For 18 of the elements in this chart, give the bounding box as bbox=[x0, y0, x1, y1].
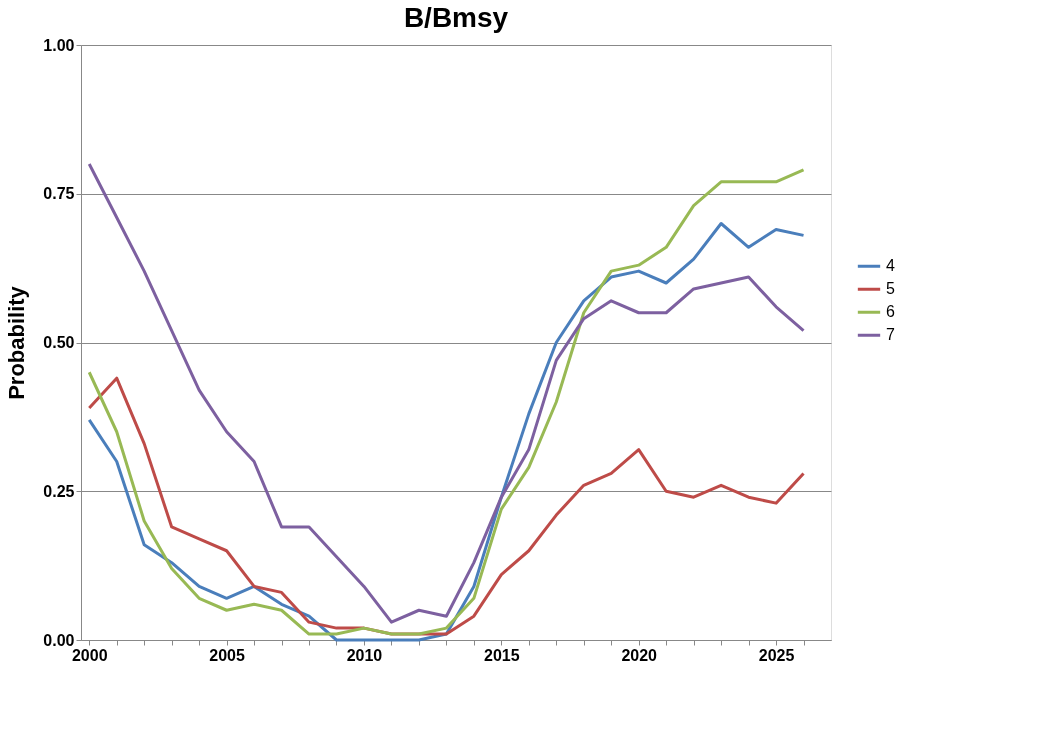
x-tick-label: 2005 bbox=[209, 646, 245, 664]
y-tick-label: 0.00 bbox=[43, 631, 75, 649]
x-tick-label: 2015 bbox=[484, 646, 520, 664]
y-tick-label: 1.00 bbox=[43, 36, 75, 54]
y-tick-label: 0.75 bbox=[43, 185, 75, 203]
x-tick-label: 2010 bbox=[346, 646, 383, 664]
y-tick-label: 0.50 bbox=[43, 334, 75, 351]
line-series bbox=[87, 376, 806, 636]
legend-label: 4 bbox=[886, 257, 895, 275]
chart-title: B/Bmsy bbox=[403, 2, 509, 33]
legend-label: 6 bbox=[886, 303, 895, 321]
y-axis-title: Probability bbox=[4, 285, 30, 400]
y-tick-label: 0.25 bbox=[43, 482, 75, 500]
x-tick-label: 2025 bbox=[758, 646, 795, 664]
x-tick-label: 2020 bbox=[621, 646, 658, 664]
legend-label: 5 bbox=[886, 280, 895, 298]
legend-label: 7 bbox=[886, 326, 895, 344]
x-tick-label: 2000 bbox=[71, 646, 108, 664]
